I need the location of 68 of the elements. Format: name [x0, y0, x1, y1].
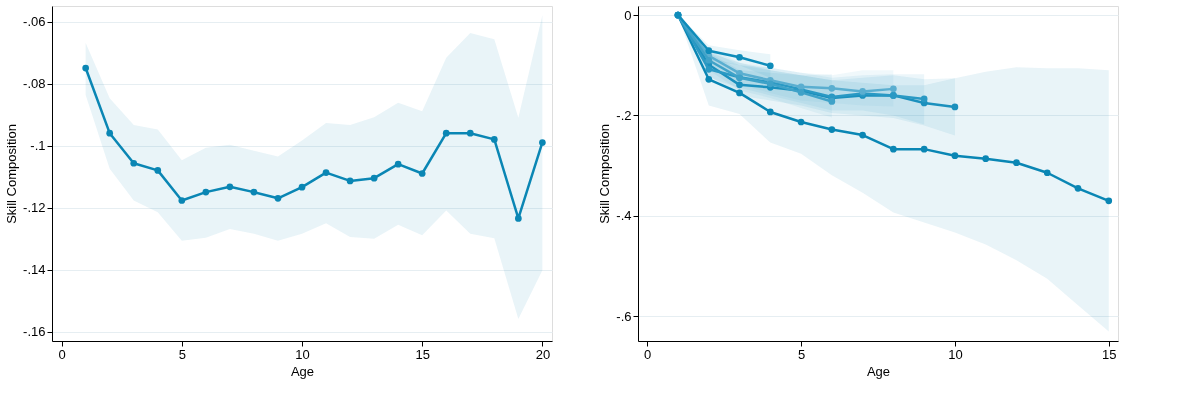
point: [736, 53, 743, 61]
point: [1074, 184, 1082, 192]
point: [82, 64, 90, 72]
y-tick-label: -.1: [30, 138, 46, 154]
point: [466, 129, 474, 137]
y-tick-label: -.2: [616, 107, 632, 123]
point: [202, 188, 210, 196]
point: [130, 159, 138, 167]
x-tick-label: 5: [178, 346, 186, 362]
point: [442, 129, 450, 137]
point: [178, 197, 186, 204]
x-tick-label: 5: [797, 346, 806, 362]
y-tick-label: -.16: [23, 324, 46, 340]
point: [890, 85, 897, 93]
x-tick-label: 15: [1102, 346, 1117, 362]
point: [394, 160, 402, 168]
point: [890, 145, 897, 153]
point: [514, 215, 522, 222]
point: [705, 56, 713, 64]
point: [828, 85, 836, 92]
point: [370, 174, 378, 182]
point: [418, 170, 426, 177]
point: [951, 103, 959, 111]
point: [274, 194, 282, 202]
x-tick-label: 20: [535, 346, 551, 362]
x-axis-title: Age: [866, 363, 891, 379]
x-tick-label: 10: [948, 346, 963, 362]
point: [920, 145, 928, 153]
x-axis-title: Age: [290, 363, 315, 379]
point: [797, 118, 805, 126]
y-tick-label: 0: [624, 7, 632, 23]
point: [106, 129, 114, 137]
point: [951, 152, 959, 160]
point: [154, 167, 162, 174]
y-tick-label: -.12: [23, 200, 46, 216]
point: [490, 136, 498, 143]
x-tick-label: 10: [295, 346, 310, 362]
point: [736, 89, 743, 97]
point: [322, 169, 330, 176]
point: [828, 98, 836, 105]
point: [1013, 159, 1020, 167]
y-tick-label: -.08: [23, 76, 46, 92]
y-tick-label: -.4: [616, 208, 632, 224]
point: [859, 131, 866, 139]
point: [828, 126, 836, 133]
point: [766, 108, 774, 116]
y-tick-label: -.6: [616, 308, 632, 324]
y-tick-label: -.06: [23, 14, 46, 30]
point: [226, 183, 234, 191]
point: [1043, 169, 1051, 177]
point: [982, 155, 990, 163]
x-tick-label: 15: [415, 346, 430, 362]
point: [539, 139, 546, 146]
point: [920, 95, 928, 103]
point: [736, 81, 743, 89]
point: [250, 188, 258, 196]
y-axis-title: Skill Composition: [597, 124, 613, 224]
point: [1105, 197, 1113, 205]
point: [766, 62, 774, 70]
point: [705, 65, 713, 73]
x-tick-label: 0: [644, 346, 652, 362]
y-axis-title: Skill Composition: [4, 124, 20, 224]
y-tick-label: -.14: [23, 262, 46, 278]
point: [705, 47, 713, 55]
point: [298, 183, 306, 191]
point: [346, 177, 354, 185]
x-tick-label: 0: [58, 346, 66, 362]
point: [705, 75, 713, 83]
